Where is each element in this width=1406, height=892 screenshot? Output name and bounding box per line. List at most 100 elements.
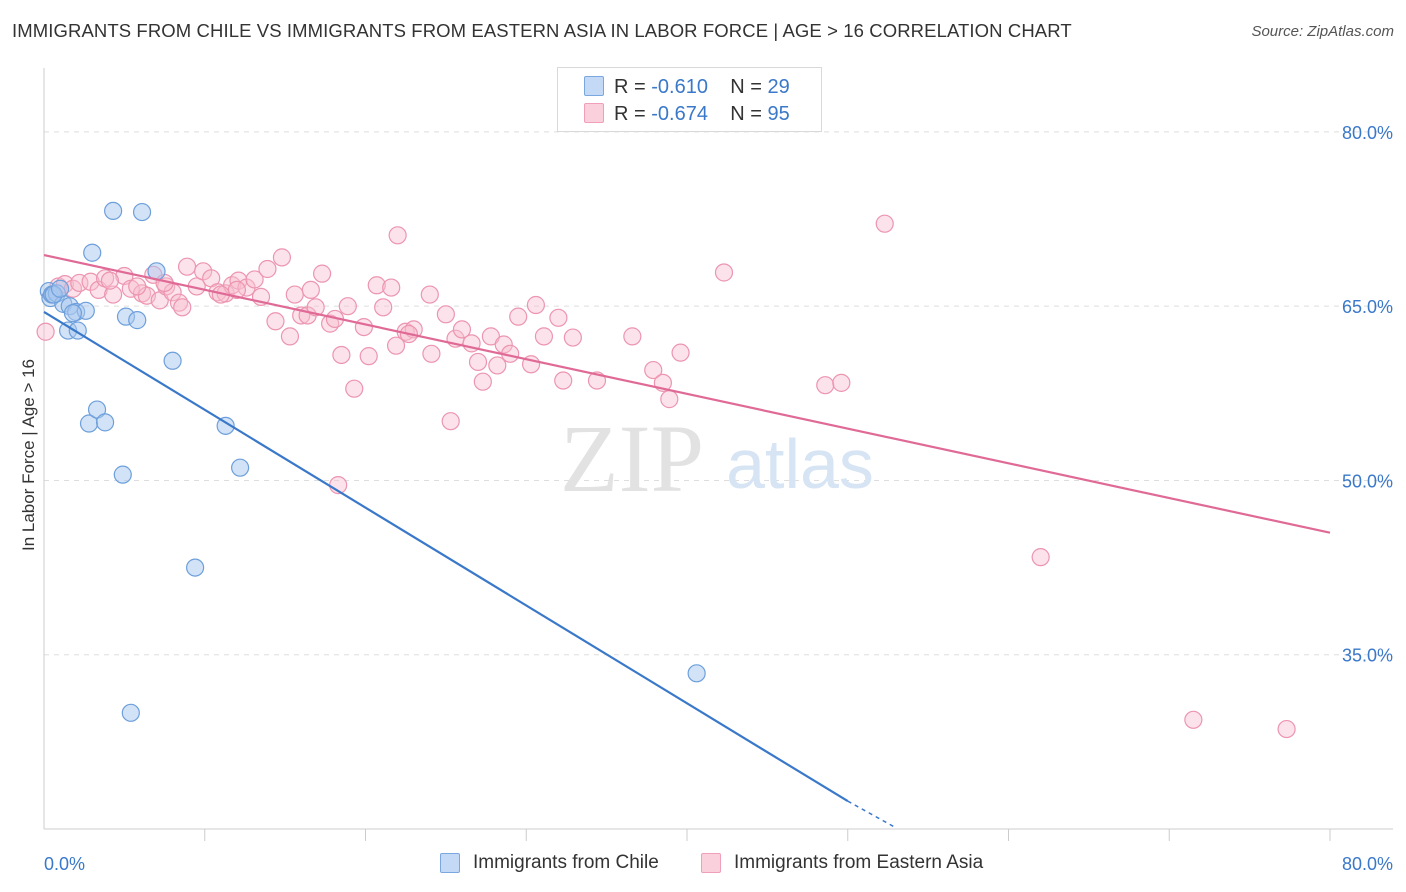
chile-point (231, 458, 250, 477)
asia-trend-line (43, 253, 1331, 534)
asia-point (272, 248, 292, 267)
asia-point (1184, 710, 1203, 729)
bottom-legend-label-chile: Immigrants from Chile (473, 852, 659, 873)
asia-point (468, 352, 488, 372)
chart-title: IMMIGRANTS FROM CHILE VS IMMIGRANTS FROM… (12, 20, 1072, 41)
chile-point (87, 400, 107, 419)
legend-text-asia: R = -0.674 N = 95 (614, 103, 790, 126)
legend-n-value: 29 (767, 76, 790, 98)
asia-point (422, 344, 441, 363)
asia-point (386, 336, 406, 355)
watermark-atlas: atlas (726, 425, 874, 503)
legend-r-value: -0.674 (651, 103, 708, 125)
chile-point (104, 201, 123, 221)
source-credit: Source: ZipAtlas.com (1251, 23, 1394, 40)
asia-point (306, 298, 325, 317)
legend-swatch-chile (584, 76, 604, 96)
asia-point (488, 356, 507, 375)
asia-point (359, 347, 378, 366)
asia-point (301, 280, 320, 300)
x-tick-label-min: 0.0% (44, 854, 85, 874)
asia-point (473, 372, 492, 391)
asia-point (420, 285, 439, 304)
bottom-legend-swatch-asia (701, 853, 721, 873)
watermark-zip: ZIP (560, 405, 704, 512)
asia-point (100, 271, 120, 290)
asia-point (526, 295, 545, 315)
asia-point (549, 308, 568, 327)
asia-point (173, 298, 192, 317)
legend-r-label: R = (614, 76, 646, 98)
chile-trend-extension (847, 800, 897, 829)
y-tick-label: 50.0% (1342, 471, 1393, 491)
y-tick-label: 80.0% (1342, 123, 1393, 143)
asia-point (660, 390, 679, 409)
chile-point (50, 279, 70, 298)
asia-point (816, 376, 835, 395)
asia-point (534, 327, 554, 346)
chile-point (186, 558, 205, 577)
axes (43, 68, 1393, 830)
asia-point (388, 226, 407, 245)
asia-point (382, 278, 401, 297)
asia-point (345, 379, 364, 398)
asia-point (452, 320, 472, 339)
asia-point (671, 343, 690, 362)
legend-n-value: 95 (767, 103, 790, 125)
y-tick-label: 65.0% (1342, 297, 1393, 317)
asia-point (481, 327, 500, 346)
asia-point (266, 312, 285, 331)
asia-point (563, 328, 582, 347)
chile-point (121, 703, 140, 722)
x-tick-label-max: 80.0% (1342, 854, 1393, 874)
bottom-legend-label-asia: Immigrants from Eastern Asia (734, 852, 984, 873)
legend-r-value: -0.610 (651, 76, 708, 98)
asia-point (332, 345, 351, 365)
asia-point (509, 307, 528, 326)
bottom-legend-swatch-chile (440, 853, 460, 873)
chile-trend-line (43, 311, 849, 803)
asia-point (714, 263, 734, 282)
asia-point (832, 373, 851, 392)
asia-point (95, 269, 115, 288)
chile-series-points (39, 201, 706, 722)
y-tick-label: 35.0% (1342, 646, 1393, 666)
legend-n-label: N = (730, 103, 762, 125)
y-axis-label: In Labor Force | Age > 16 (19, 359, 38, 551)
chile-point (163, 351, 182, 370)
asia-point (367, 276, 386, 295)
legend-swatch-asia (584, 103, 604, 123)
y-tick-labels: 35.0% 50.0% 65.0% 80.0% (1342, 123, 1393, 666)
chile-point (687, 664, 706, 683)
correlation-legend: R = -0.610 N = 29 R = -0.674 N = 95 (557, 67, 822, 132)
asia-point (36, 322, 55, 341)
asia-point (436, 305, 455, 324)
asia-point (623, 327, 642, 346)
asia-point (104, 285, 123, 304)
asia-point (280, 327, 300, 346)
asia-point (338, 297, 357, 316)
legend-n-label: N = (730, 76, 762, 98)
legend-r-label: R = (614, 103, 646, 125)
chile-point (113, 465, 132, 484)
asia-point (644, 360, 663, 380)
chile-point (132, 202, 152, 222)
asia-point (312, 264, 332, 283)
chile-point (83, 243, 102, 262)
asia-point (875, 214, 894, 233)
asia-point (285, 285, 304, 304)
chile-point (63, 304, 83, 323)
grid-lines (44, 131, 1393, 841)
asia-point (258, 259, 277, 279)
chile-point (216, 416, 235, 435)
asia-point (354, 317, 373, 337)
asia-point (245, 270, 264, 289)
asia-point (494, 335, 513, 354)
legend-text-chile: R = -0.610 N = 29 (614, 76, 790, 99)
asia-point (1031, 548, 1050, 567)
asia-point (554, 371, 573, 390)
trend-lines (43, 253, 1331, 829)
asia-point (441, 412, 460, 431)
watermark: ZIP atlas (560, 405, 874, 512)
